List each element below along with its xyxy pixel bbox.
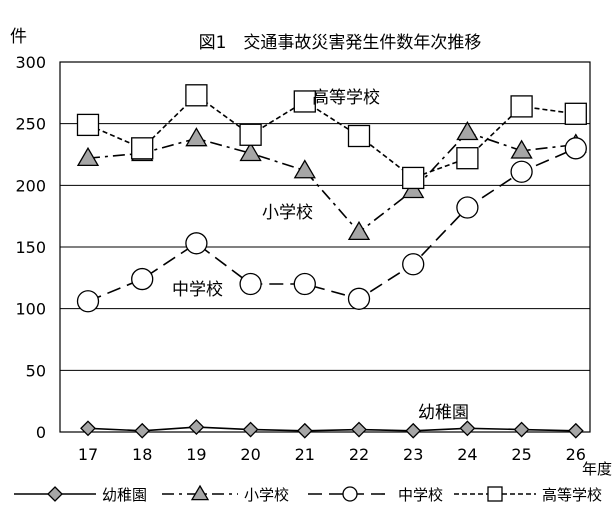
x-tick-label: 26 — [566, 445, 586, 464]
diamond-marker — [242, 421, 259, 438]
circle-marker — [131, 267, 154, 291]
y-tick-label: 100 — [15, 300, 46, 319]
legend-label: 幼稚園 — [102, 486, 147, 504]
square-marker — [456, 147, 479, 170]
diamond-marker — [47, 486, 63, 502]
x-axis-unit-label: 年度 — [582, 460, 612, 478]
legend-item-1: 小学校 — [162, 484, 289, 504]
triangle-marker — [76, 146, 100, 167]
series-label-chuugakkou: 中学校 — [172, 280, 223, 300]
triangle-marker — [185, 127, 208, 147]
square-marker — [239, 123, 262, 146]
y-axis-unit-label: 件 — [10, 27, 27, 47]
x-tick-label: 17 — [78, 445, 98, 464]
series-0 — [80, 419, 584, 439]
diamond-marker — [459, 420, 476, 437]
diamond-marker — [567, 422, 584, 439]
circle-marker — [402, 253, 425, 276]
series-line — [87, 131, 576, 234]
circle-marker — [293, 272, 316, 296]
x-tick-label: 18 — [132, 445, 152, 464]
series-1 — [76, 121, 587, 241]
series-label-youchien: 幼稚園 — [418, 403, 469, 423]
square-marker — [487, 486, 503, 502]
y-tick-label: 0 — [36, 423, 46, 442]
legend-item-2: 中学校 — [308, 486, 443, 504]
series-label-koutou: 高等学校 — [312, 88, 380, 108]
legend-label: 高等学校 — [542, 486, 602, 504]
series-line — [87, 147, 577, 303]
diamond-marker — [513, 421, 530, 438]
circle-marker — [456, 196, 479, 219]
y-axis-ticks: 0 50 100 150 200 250 300 — [15, 53, 46, 442]
series-group — [76, 84, 587, 439]
square-marker — [76, 113, 100, 137]
y-tick-label: 300 — [15, 53, 46, 72]
triangle-marker — [347, 220, 371, 241]
circle-marker — [342, 486, 358, 502]
x-tick-label: 20 — [240, 445, 260, 464]
legend-item-0: 幼稚園 — [14, 486, 147, 504]
series-line — [87, 94, 576, 179]
y-tick-label: 200 — [15, 176, 46, 195]
triangle-marker — [293, 159, 316, 179]
x-tick-label: 23 — [403, 445, 423, 464]
diamond-marker — [80, 420, 96, 437]
y-tick-label: 150 — [15, 238, 46, 257]
x-axis-ticks: 17 18 19 20 21 22 23 24 25 26 — [78, 445, 586, 464]
diamond-marker — [296, 422, 313, 439]
series-3 — [76, 84, 587, 190]
series-2 — [76, 137, 587, 313]
circle-marker — [347, 287, 371, 310]
series-label-shougakkou: 小学校 — [262, 203, 313, 223]
circle-marker — [185, 232, 208, 255]
legend-label: 小学校 — [244, 486, 289, 504]
circle-marker — [76, 290, 100, 313]
circle-marker — [564, 137, 587, 160]
x-tick-label: 21 — [295, 445, 315, 464]
square-marker — [347, 124, 371, 148]
series-line — [87, 426, 576, 432]
legend-label: 中学校 — [398, 486, 443, 504]
triangle-marker — [190, 484, 210, 501]
chart-title: 図1 交通事故災害発生件数年次推移 — [199, 33, 482, 53]
square-marker — [510, 95, 533, 118]
x-tick-label: 24 — [457, 445, 477, 464]
triangle-marker — [456, 121, 479, 141]
square-marker — [293, 90, 316, 113]
diamond-marker — [351, 421, 367, 438]
square-marker — [402, 166, 425, 190]
triangle-marker — [239, 141, 262, 162]
x-tick-label: 22 — [349, 445, 369, 464]
circle-marker — [239, 272, 262, 296]
triangle-marker — [510, 139, 533, 159]
circle-marker — [510, 160, 533, 183]
x-tick-label: 25 — [511, 445, 531, 464]
square-marker — [564, 102, 587, 125]
y-tick-label: 50 — [26, 361, 46, 380]
legend: 幼稚園 小学校 中学校 高等学校 — [14, 484, 602, 504]
square-marker — [131, 137, 154, 160]
legend-item-3: 高等学校 — [454, 486, 602, 504]
diamond-marker — [188, 419, 205, 435]
diamond-marker — [134, 422, 151, 439]
diamond-marker — [405, 422, 422, 439]
square-marker — [185, 84, 208, 107]
x-tick-label: 19 — [186, 445, 206, 464]
plot-area-frame — [59, 61, 591, 433]
y-tick-label: 250 — [15, 115, 46, 134]
